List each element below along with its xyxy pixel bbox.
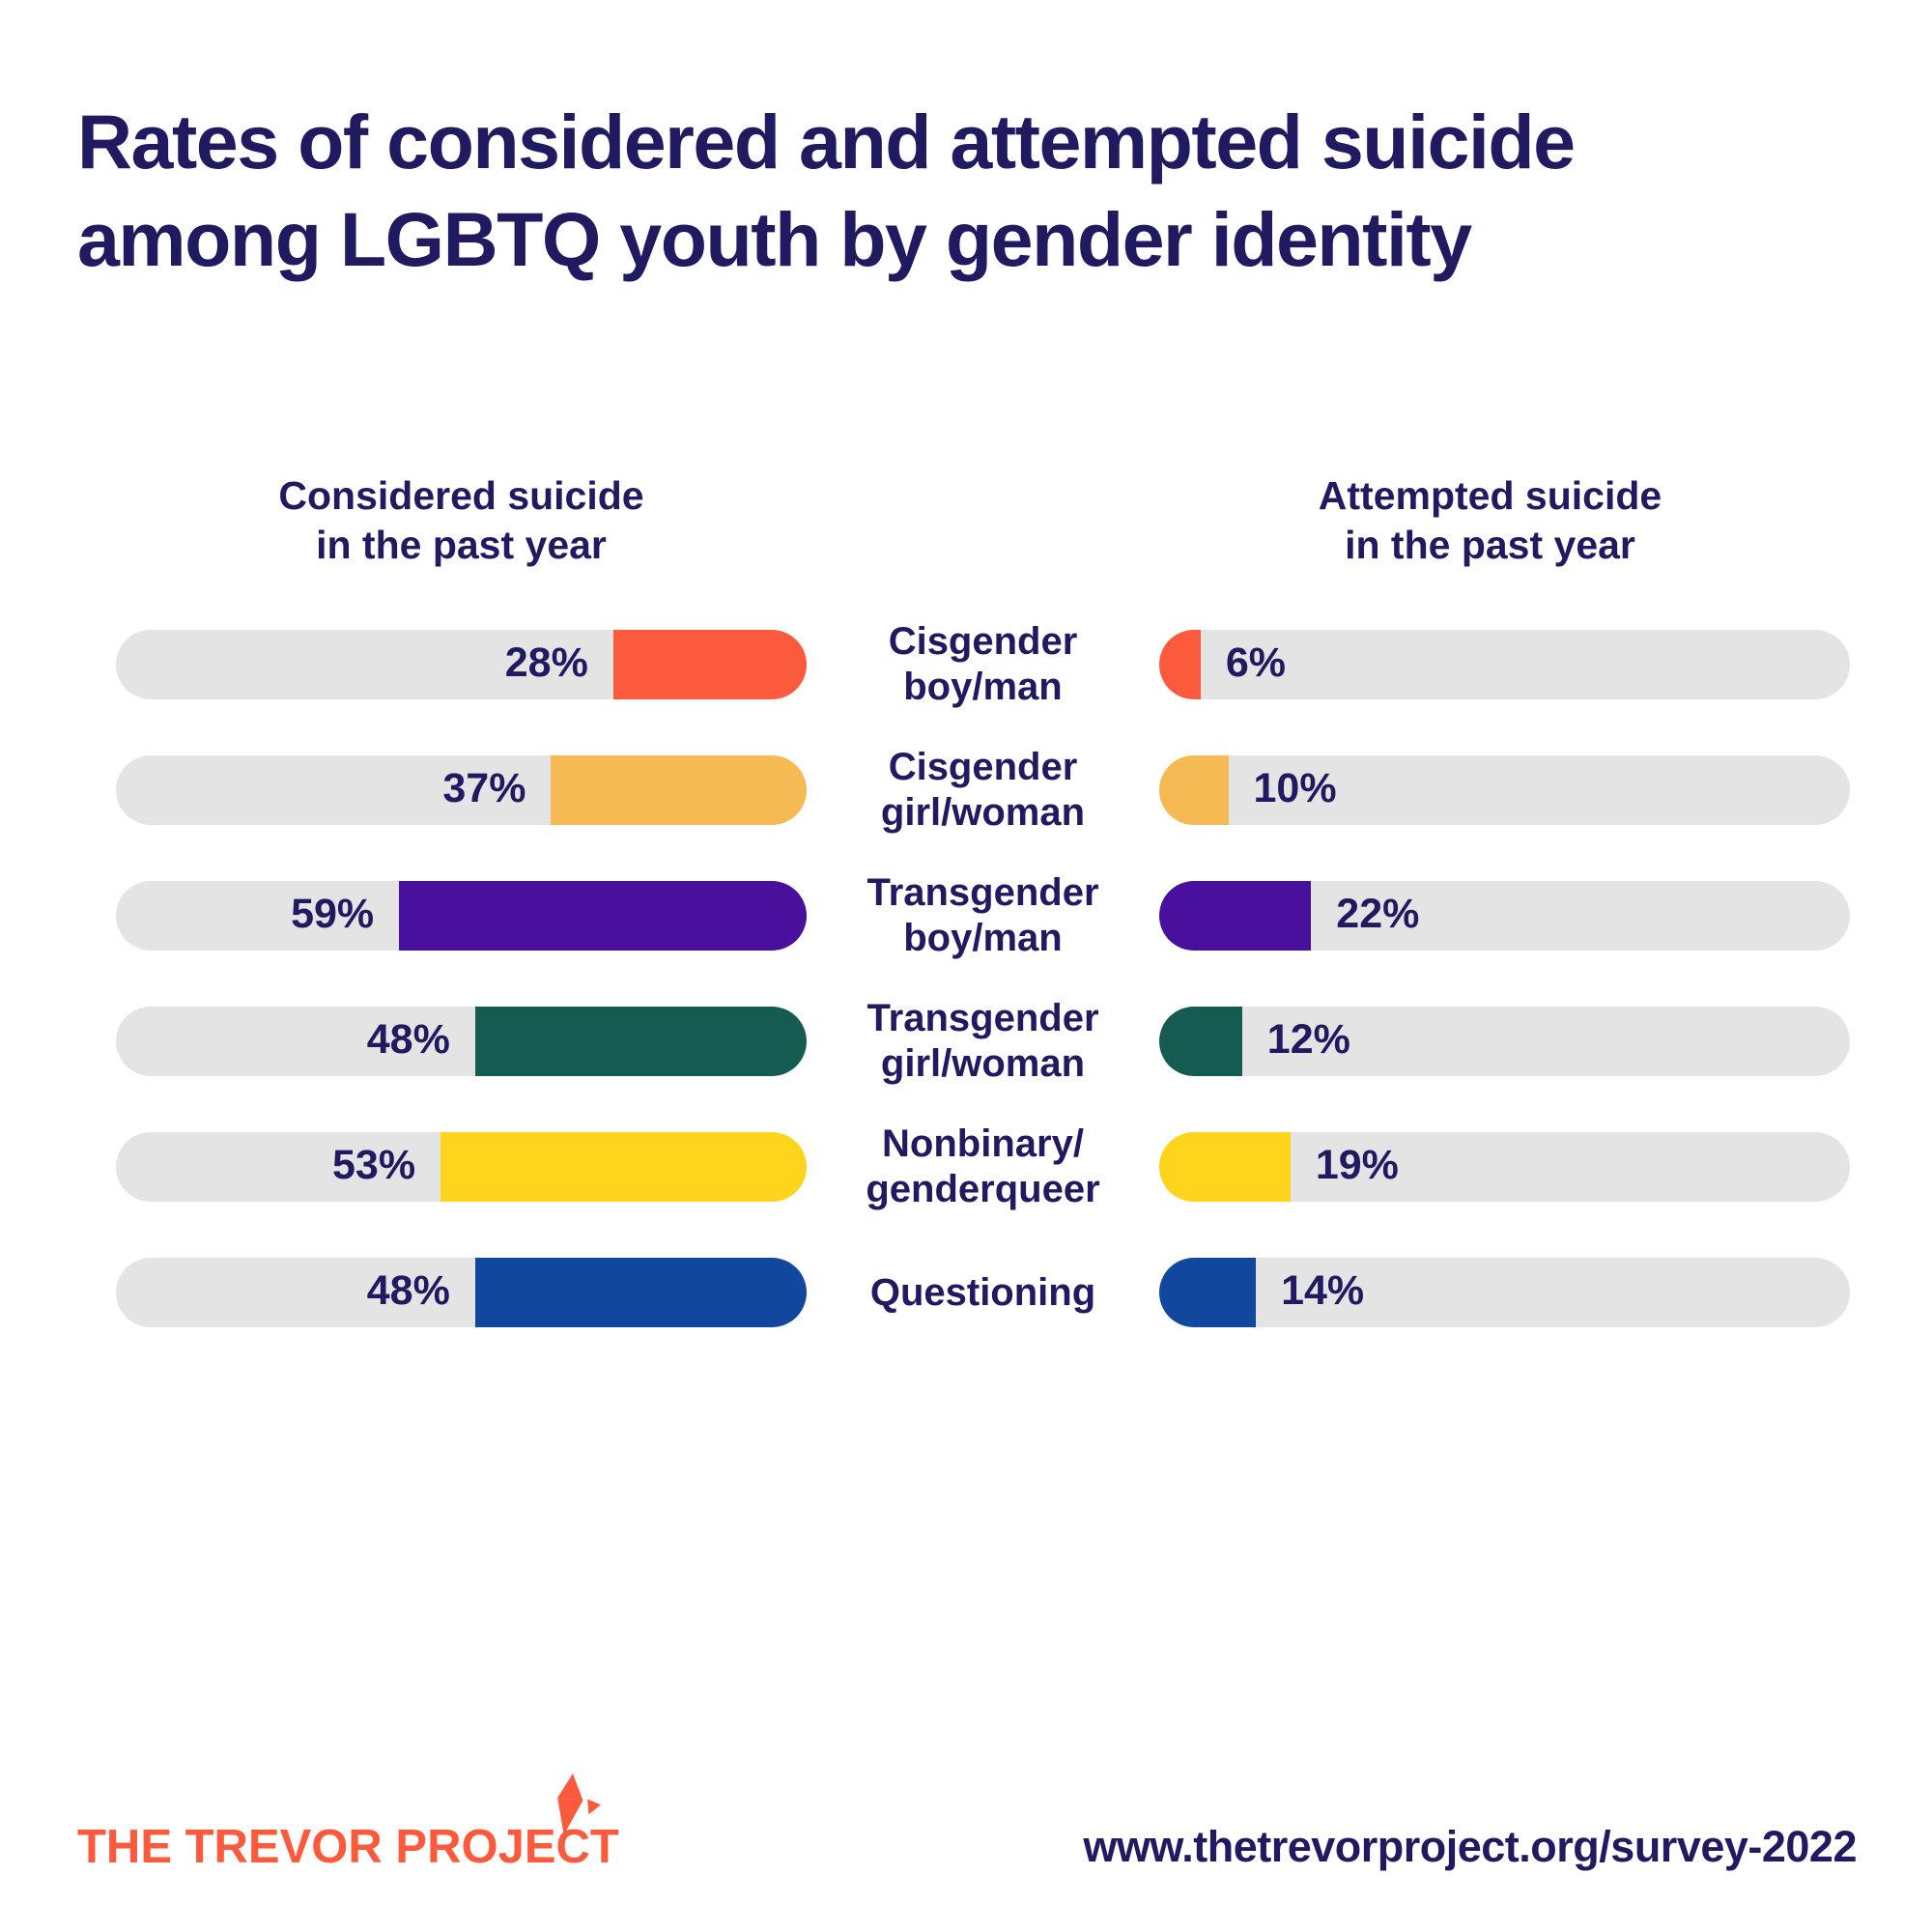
considered-bar-track: 48% bbox=[116, 1007, 807, 1076]
attempted-column-header-line-1: Attempted suicide bbox=[1318, 473, 1662, 518]
chart-row: 37% Cisgender girl/woman 10% bbox=[0, 746, 1932, 834]
attempted-bar-track: 19% bbox=[1159, 1132, 1850, 1202]
survey-url-text: www.thetrevorproject.org/survey-2022 bbox=[1083, 1822, 1857, 1871]
considered-value-label: 48% bbox=[366, 1267, 450, 1315]
considered-value-label: 48% bbox=[366, 1016, 450, 1064]
category-label: Questioning bbox=[807, 1258, 1159, 1327]
attempted-value-label: 12% bbox=[1266, 1016, 1350, 1064]
logo-spark-icon bbox=[557, 1774, 601, 1835]
category-label-line: boy/man bbox=[903, 666, 1063, 708]
attempted-bar-fill bbox=[1159, 755, 1229, 825]
considered-bar-fill bbox=[440, 1132, 807, 1202]
attempted-bar-fill bbox=[1159, 1007, 1242, 1076]
category-label-line: Cisgender bbox=[888, 620, 1078, 663]
considered-bar-fill bbox=[399, 881, 807, 951]
category-label-line: boy/man bbox=[903, 917, 1063, 959]
considered-column-header: Considered suicide in the past year bbox=[116, 471, 807, 570]
considered-bar-fill bbox=[474, 1258, 807, 1327]
category-label-line: Questioning bbox=[869, 1270, 1096, 1314]
attempted-column-header-line-2: in the past year bbox=[1345, 523, 1635, 567]
attempted-bar-track: 6% bbox=[1159, 630, 1850, 699]
attempted-bar-fill bbox=[1159, 881, 1312, 951]
considered-bar-track: 59% bbox=[116, 881, 807, 951]
page-title-line-2: among LGBTQ youth by gender identity bbox=[77, 196, 1472, 282]
category-label-line: girl/woman bbox=[880, 1042, 1086, 1085]
category-label-line: Nonbinary/ bbox=[882, 1122, 1084, 1165]
attempted-value-label: 14% bbox=[1281, 1267, 1365, 1315]
category-label-line: girl/woman bbox=[880, 791, 1086, 834]
considered-value-label: 53% bbox=[331, 1142, 416, 1189]
chart-row: 48% Transgender girl/woman 12% bbox=[0, 997, 1932, 1085]
category-label-line: Transgender bbox=[867, 871, 1099, 914]
chart-row: 28% Cisgender boy/man 6% bbox=[0, 620, 1932, 708]
considered-bar-track: 37% bbox=[116, 755, 807, 825]
attempted-bar-track: 22% bbox=[1159, 881, 1850, 951]
attempted-bar-track: 14% bbox=[1159, 1258, 1850, 1327]
attempted-value-label: 6% bbox=[1225, 639, 1287, 687]
category-label: Transgender boy/man bbox=[807, 871, 1159, 959]
attempted-value-label: 22% bbox=[1336, 891, 1420, 938]
page-title: Rates of considered and attempted suicid… bbox=[77, 93, 1835, 288]
category-label: Transgender girl/woman bbox=[807, 997, 1159, 1085]
category-label-line: Cisgender bbox=[888, 746, 1078, 788]
category-label: Nonbinary/genderqueer bbox=[807, 1122, 1159, 1210]
considered-column-header-line-1: Considered suicide bbox=[278, 473, 644, 518]
chart-row: 53% Nonbinary/genderqueer 19% bbox=[0, 1122, 1932, 1210]
category-label-line: genderqueer bbox=[866, 1168, 1100, 1210]
attempted-column-header: Attempted suicide in the past year bbox=[1145, 471, 1835, 570]
considered-bar-fill bbox=[474, 1007, 807, 1076]
considered-column-header-line-2: in the past year bbox=[316, 523, 607, 567]
chart-row: 48% Questioning 14% bbox=[0, 1258, 1932, 1327]
considered-bar-fill bbox=[612, 630, 807, 699]
category-label: Cisgender boy/man bbox=[807, 620, 1159, 708]
attempted-bar-track: 12% bbox=[1159, 1007, 1850, 1076]
attempted-bar-fill bbox=[1159, 630, 1201, 699]
considered-value-label: 59% bbox=[291, 891, 375, 938]
considered-bar-track: 28% bbox=[116, 630, 807, 699]
trevor-project-logo: THE TREVOR PROJECT bbox=[77, 1821, 619, 1873]
chart-row: 59% Transgender boy/man 22% bbox=[0, 871, 1932, 959]
considered-bar-track: 48% bbox=[116, 1258, 807, 1327]
category-label: Cisgender girl/woman bbox=[807, 746, 1159, 834]
considered-bar-fill bbox=[551, 755, 807, 825]
attempted-bar-fill bbox=[1159, 1132, 1291, 1202]
category-label-line: Transgender bbox=[867, 997, 1099, 1039]
considered-value-label: 37% bbox=[442, 765, 526, 812]
page-title-line-1: Rates of considered and attempted suicid… bbox=[77, 99, 1576, 185]
considered-value-label: 28% bbox=[504, 639, 588, 687]
attempted-bar-fill bbox=[1159, 1258, 1257, 1327]
considered-bar-track: 53% bbox=[116, 1132, 807, 1202]
attempted-value-label: 10% bbox=[1253, 765, 1337, 812]
attempted-bar-track: 10% bbox=[1159, 755, 1850, 825]
attempted-value-label: 19% bbox=[1315, 1142, 1399, 1189]
